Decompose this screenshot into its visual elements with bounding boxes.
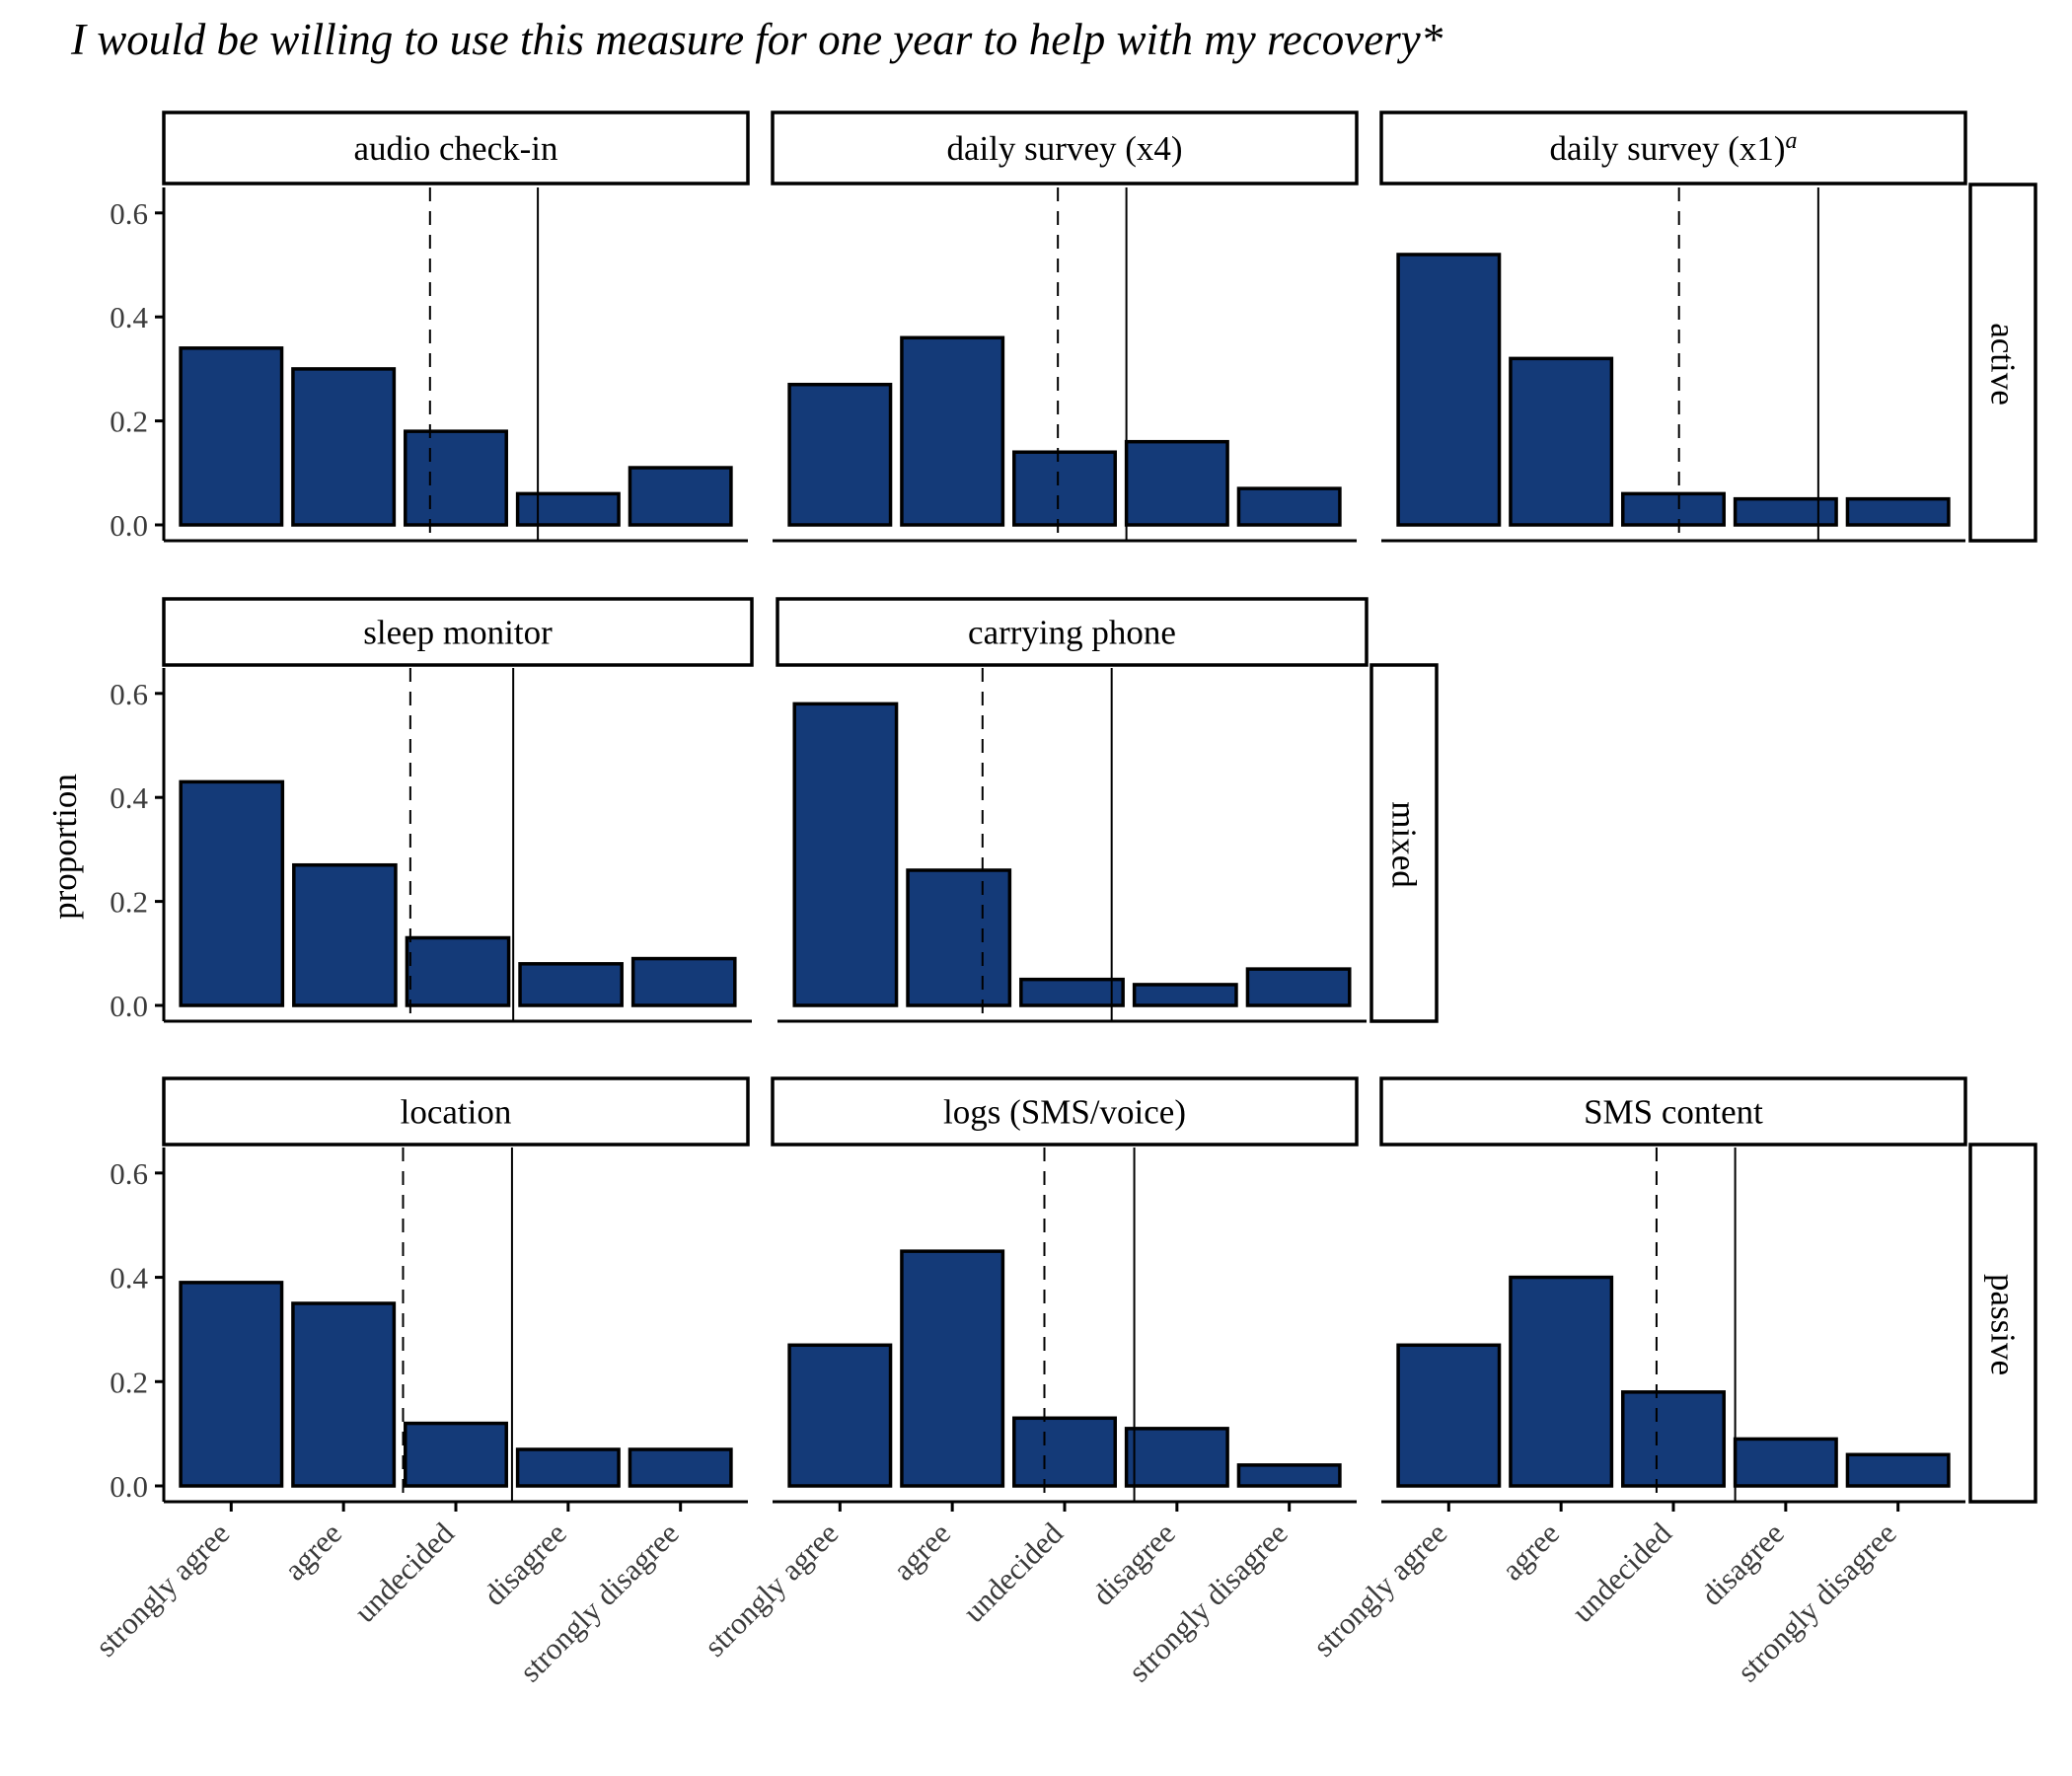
bar-audio-check-in-3 (515, 491, 621, 527)
bar-daily-survey-x4-3 (1124, 439, 1229, 527)
strip-daily-survey-x1 (1379, 111, 1967, 185)
y-tick-label-sleep-monitor: 0.2 (110, 885, 148, 920)
bar-sms-content-0 (1396, 1343, 1502, 1488)
bar-daily-survey-x4-2 (1012, 450, 1117, 527)
y-tick-label-location: 0.0 (110, 1469, 148, 1504)
bar-location-0 (179, 1281, 284, 1488)
row-strip-label-mixed: mixed (1385, 801, 1424, 888)
y-tick-label-audio-check-in: 0.4 (110, 300, 148, 334)
bar-sleep-monitor-2 (405, 935, 511, 1007)
chart-title: I would be willing to use this measure f… (70, 15, 1443, 64)
bar-audio-check-in-2 (404, 429, 508, 527)
row-strip-passive (1968, 1143, 2037, 1504)
bar-daily-survey-x4-0 (787, 382, 893, 527)
bar-logs-sms-voice-3 (1124, 1427, 1229, 1488)
bar-audio-check-in-1 (291, 367, 397, 527)
bar-location-4 (628, 1447, 733, 1488)
y-tick-label-location: 0.6 (110, 1156, 148, 1191)
strip-label-daily-survey-x4: daily survey (x4) (946, 129, 1182, 168)
x-tick-label-logs-sms-voice-3: disagree (1085, 1516, 1182, 1612)
bar-audio-check-in-0 (179, 346, 284, 527)
bar-sms-content-4 (1845, 1452, 1951, 1488)
x-tick-label-location-0: strongly agree (89, 1516, 237, 1664)
panel-sleep-monitor: sleep monitor 0.0 0.2 0.4 0.6 (110, 597, 754, 1023)
strip-label-logs-sms-voice: logs (SMS/voice) (943, 1093, 1186, 1132)
bar-daily-survey-x1-2 (1621, 491, 1726, 527)
x-tick-label-logs-sms-voice-1: agree (886, 1516, 957, 1587)
strip-sleep-monitor (162, 597, 754, 667)
bar-carrying-phone-0 (792, 702, 899, 1007)
bar-daily-survey-x1-1 (1509, 356, 1614, 527)
bar-location-2 (404, 1421, 508, 1488)
x-tick-label-location-1: agree (277, 1516, 348, 1587)
bar-sms-content-2 (1621, 1390, 1726, 1488)
bar-carrying-phone-3 (1132, 983, 1238, 1007)
strip-label-carrying-phone: carrying phone (968, 614, 1176, 652)
x-tick-label-sms-content-0: strongly agree (1306, 1516, 1454, 1664)
strip-logs-sms-voice (771, 1076, 1359, 1147)
strip-carrying-phone (776, 597, 1369, 667)
y-tick-label-location: 0.4 (110, 1261, 148, 1295)
y-tick-label-location: 0.2 (110, 1365, 148, 1399)
strip-superscript: a (1786, 128, 1798, 154)
bar-logs-sms-voice-0 (787, 1343, 893, 1488)
panel-logs-sms-voice: logs (SMS/voice) strongly agree agree undec… (698, 1076, 1359, 1688)
bar-carrying-phone-2 (1019, 977, 1125, 1007)
y-tick-label-sleep-monitor: 0.6 (110, 677, 148, 711)
bar-logs-sms-voice-2 (1012, 1416, 1117, 1488)
row-strip-active (1968, 183, 2037, 543)
bar-daily-survey-x1-3 (1733, 496, 1838, 527)
row-strip-label-passive: passive (1984, 1274, 2023, 1375)
strip-location (162, 1076, 750, 1147)
panel-daily-survey-x4: daily survey (x4) (771, 111, 1359, 543)
y-tick-label-audio-check-in: 0.0 (110, 508, 148, 543)
bar-carrying-phone-4 (1245, 967, 1352, 1007)
bar-location-1 (291, 1301, 397, 1488)
bar-logs-sms-voice-4 (1236, 1463, 1342, 1488)
row-strip-mixed (1369, 663, 1439, 1023)
bar-carrying-phone-1 (906, 868, 1012, 1007)
strip-label-sms-content: SMS content (1584, 1093, 1763, 1132)
x-tick-label-location-3: disagree (477, 1516, 573, 1612)
panel-daily-survey-x1: daily survey (x1)a active (1379, 111, 2037, 543)
bar-daily-survey-x1-0 (1396, 253, 1502, 527)
panels-layer: audio check-in 0.0 0.2 0.4 0.6 daily survey (… (89, 111, 2037, 1688)
strip-daily-survey-x4 (771, 111, 1359, 185)
strip-label-daily-survey-x1: daily survey (x1)a (1549, 128, 1797, 168)
strip-audio-check-in (162, 111, 750, 185)
x-tick-label-logs-sms-voice-0: strongly agree (698, 1516, 846, 1664)
x-tick-label-sms-content-3: disagree (1694, 1516, 1791, 1612)
bar-sleep-monitor-3 (518, 962, 624, 1007)
bar-sleep-monitor-4 (630, 956, 737, 1007)
bar-audio-check-in-4 (628, 466, 733, 527)
strip-sms-content (1379, 1076, 1967, 1147)
bar-daily-survey-x1-4 (1845, 496, 1951, 527)
bar-location-3 (515, 1447, 621, 1488)
x-tick-label-logs-sms-voice-2: undecided (956, 1516, 1070, 1629)
strip-label-audio-check-in: audio check-in (354, 129, 558, 168)
bar-sms-content-3 (1733, 1437, 1838, 1488)
panel-location: location 0.0 0.2 0.4 0.6 strongly agree agree u… (89, 1076, 750, 1688)
panel-sms-content: SMS content strongly agree agree undecided d… (1306, 1076, 2037, 1688)
bar-daily-survey-x4-1 (900, 335, 1005, 527)
y-tick-label-sleep-monitor: 0.0 (110, 989, 148, 1023)
panel-audio-check-in: audio check-in 0.0 0.2 0.4 0.6 (110, 111, 750, 543)
x-tick-label-location-2: undecided (347, 1516, 461, 1629)
y-tick-label-audio-check-in: 0.2 (110, 405, 148, 439)
x-tick-label-sms-content-2: undecided (1565, 1516, 1678, 1629)
strip-label-sleep-monitor: sleep monitor (363, 614, 553, 652)
y-tick-label-audio-check-in: 0.6 (110, 196, 148, 231)
bar-daily-survey-x4-4 (1236, 486, 1342, 527)
bar-logs-sms-voice-1 (900, 1249, 1005, 1488)
bar-sleep-monitor-0 (179, 779, 285, 1007)
bar-sleep-monitor-1 (292, 862, 398, 1007)
y-tick-label-sleep-monitor: 0.4 (110, 780, 148, 815)
bar-sms-content-1 (1509, 1275, 1614, 1488)
panel-carrying-phone: carrying phone mixed (776, 597, 1439, 1023)
y-axis-label: proportion (45, 774, 84, 920)
strip-label-location: location (401, 1093, 512, 1132)
x-tick-label-sms-content-1: agree (1495, 1516, 1566, 1587)
row-strip-label-active: active (1984, 323, 2023, 406)
